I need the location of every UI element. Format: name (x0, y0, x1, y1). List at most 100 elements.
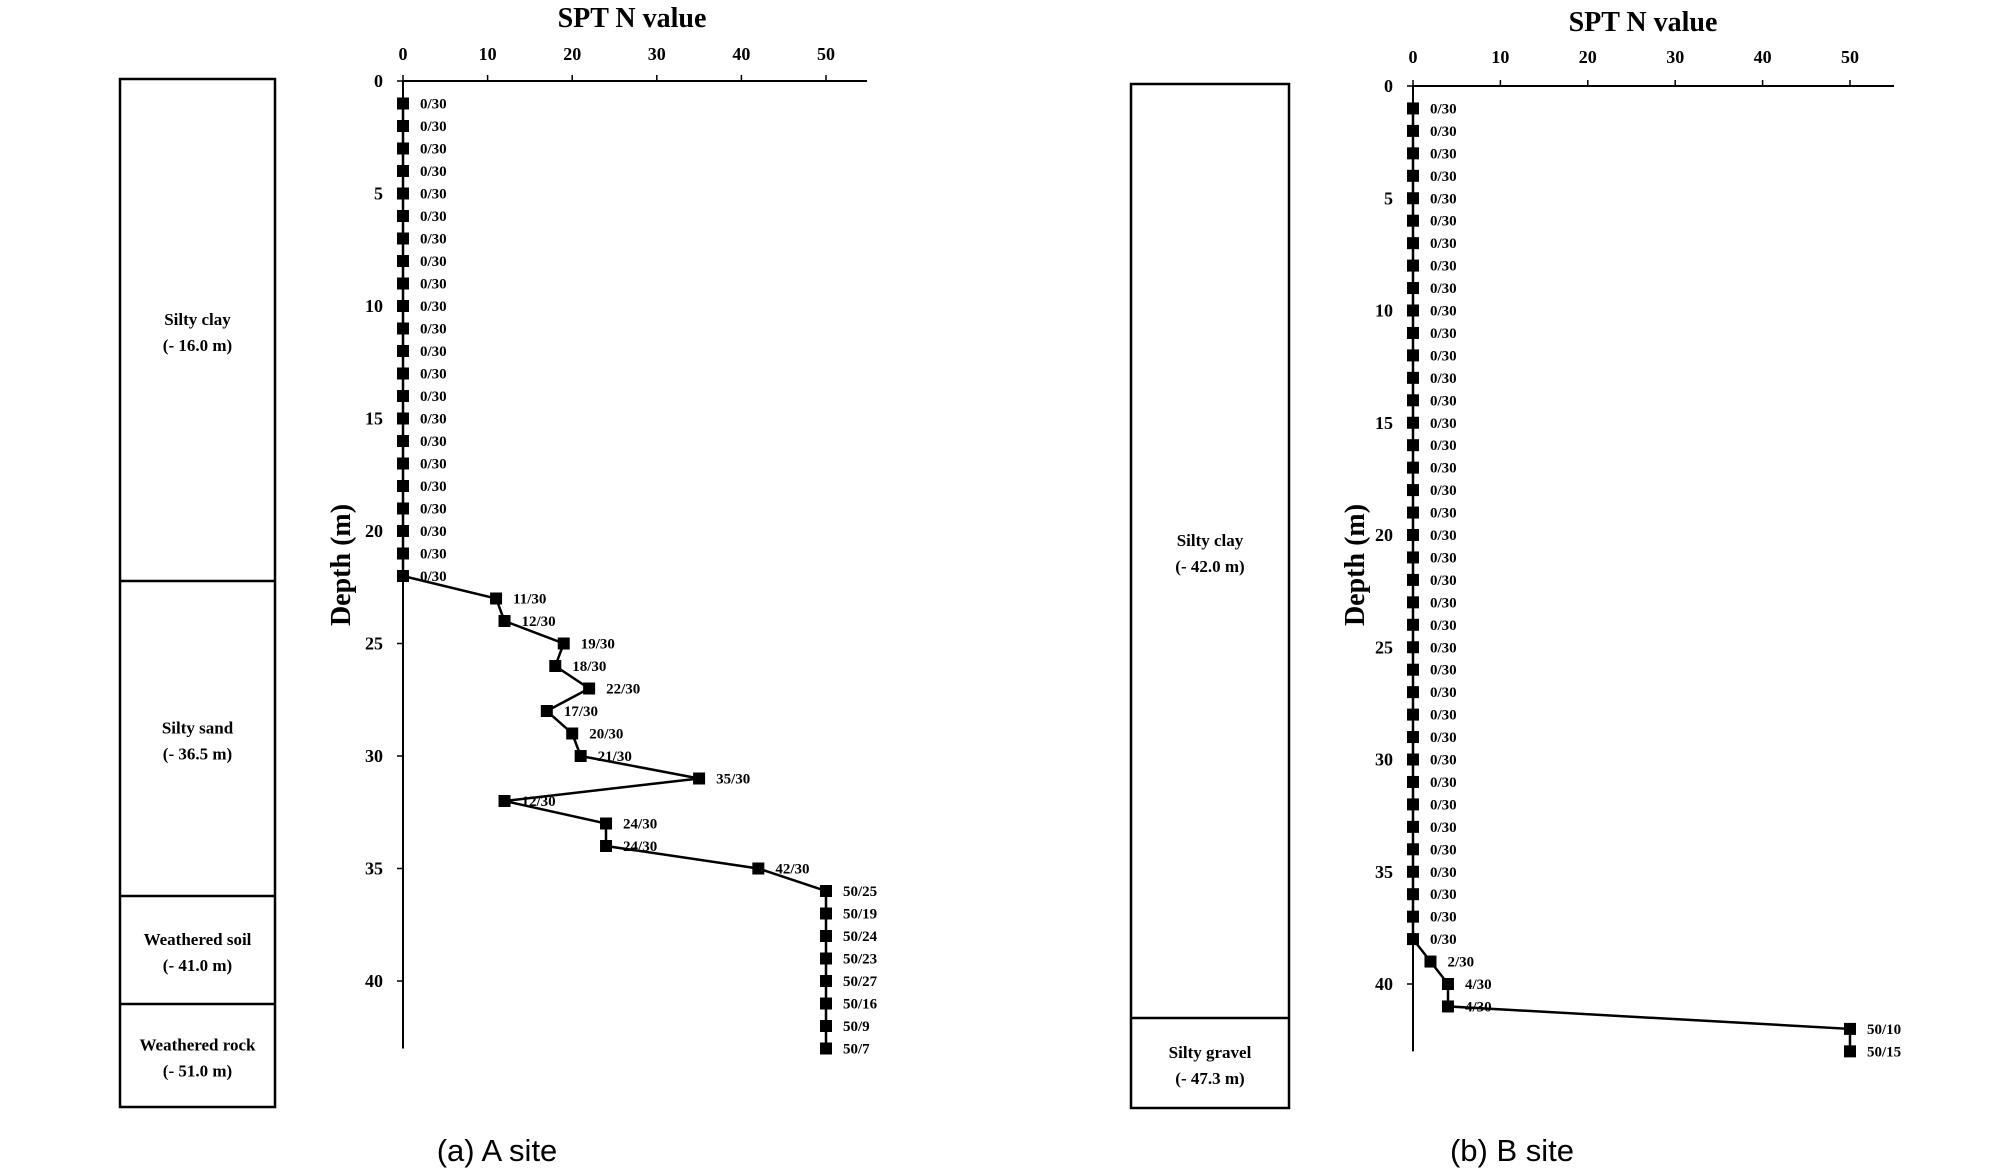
spt-data-label: 21/30 (598, 749, 632, 765)
spt-data-point (1407, 708, 1419, 721)
y-tick-label: 40 (1375, 974, 1393, 994)
y-tick-label: 30 (1375, 750, 1393, 770)
spt-data-label: 0/30 (1430, 191, 1457, 207)
spt-data-label: 0/30 (1430, 101, 1457, 117)
spt-data-label: 12/30 (522, 794, 556, 810)
soil-column (118, 77, 277, 1109)
panel-a-caption: (a) A site (437, 1133, 558, 1168)
spt-data-label: 0/30 (420, 232, 447, 248)
spt-data-point (540, 705, 553, 717)
spt-data-label: 0/30 (1430, 528, 1457, 544)
y-tick-label: 35 (365, 859, 383, 879)
spt-data-point (600, 817, 613, 830)
spt-data-point (1407, 394, 1419, 407)
y-tick-label: 0 (1384, 76, 1393, 96)
spt-data-label: 0/30 (1430, 910, 1457, 926)
spt-data-label: 0/30 (420, 119, 447, 135)
soil-layer-name: Silty clay (164, 310, 231, 329)
spt-data-point (1407, 888, 1419, 901)
y-tick-label: 30 (365, 746, 383, 766)
y-tick-label: 25 (1375, 637, 1393, 657)
spt-data-label: 50/9 (843, 1019, 870, 1035)
spt-data-label: 0/30 (1430, 483, 1457, 499)
spt-data-point (1407, 147, 1419, 160)
panel-b-title: SPT N value (1569, 7, 1718, 38)
spt-data-label: 0/30 (420, 277, 447, 293)
spt-data-label: 0/30 (1430, 820, 1457, 836)
spt-data-point (1407, 416, 1419, 429)
panel-a-y-axis-label: Depth (m) (326, 504, 357, 626)
panel-b-site: SPT N value Depth (m) (b) B site 0 10 20 30… (1129, 7, 1901, 1168)
spt-data-point (1407, 573, 1419, 586)
spt-data-point (1407, 551, 1419, 564)
spt-data-label: 0/30 (420, 479, 447, 495)
spt-data-point (1844, 1045, 1856, 1058)
spt-data-label: 0/30 (420, 457, 447, 473)
y-tick-label: 15 (1375, 413, 1393, 433)
spt-data-point (820, 907, 832, 920)
spt-data-label: 0/30 (420, 97, 447, 113)
spt-data-point (549, 660, 562, 672)
y-tick-label: 20 (1375, 525, 1393, 545)
spt-data-point (1407, 686, 1419, 699)
x-tick-label: 50 (817, 44, 835, 64)
spt-data-point (397, 300, 409, 312)
spt-data-label: 0/30 (420, 367, 447, 383)
spt-data-point (1407, 371, 1419, 384)
spt-data-point (397, 525, 409, 537)
panel-a-site: SPT N value Depth (m) (a) A site 0 10 20 30… (118, 3, 878, 1168)
spt-data-point (1441, 1000, 1454, 1013)
spt-data-point (397, 322, 409, 335)
spt-data-point (1407, 618, 1419, 631)
spt-data-point (820, 1020, 832, 1032)
spt-data-point (1407, 237, 1419, 250)
x-tick-label: 30 (1666, 47, 1684, 67)
spt-data-label: 0/30 (420, 142, 447, 158)
x-tick-label: 0 (399, 44, 408, 64)
spt-data-point (1407, 596, 1419, 609)
spt-data-label: 0/30 (420, 502, 447, 518)
soil-layer-depth: (- 41.0 m) (163, 956, 232, 975)
spt-data-point (397, 120, 409, 132)
spt-data-label: 0/30 (1430, 146, 1457, 162)
spt-data-point (1407, 461, 1419, 474)
spt-data-label: 0/30 (1430, 573, 1457, 589)
spt-data-label: 0/30 (1430, 753, 1457, 769)
spt-data-label: 0/30 (1430, 259, 1457, 275)
spt-data-label: 50/27 (843, 974, 878, 990)
spt-data-point (1407, 663, 1419, 676)
spt-data-label: 0/30 (1430, 348, 1457, 364)
y-tick-label: 25 (365, 634, 383, 654)
spt-data-point (397, 142, 409, 155)
spt-data-point (566, 727, 579, 740)
spt-data-point (1407, 843, 1419, 856)
spt-data-point (1407, 641, 1419, 654)
spt-data-label: 0/30 (420, 547, 447, 563)
spt-data-point (1407, 933, 1419, 946)
spt-data-label: 24/30 (623, 839, 657, 855)
spt-data-label: 0/30 (1430, 371, 1457, 387)
spt-data-point (498, 615, 511, 627)
spt-data-point (397, 277, 409, 290)
y-tick-label: 5 (1384, 188, 1393, 208)
spt-data-label: 0/30 (420, 322, 447, 338)
spt-data-label: 11/30 (513, 592, 546, 608)
y-tick-label: 0 (374, 71, 383, 91)
spt-data-point (820, 930, 832, 942)
x-tick-label: 40 (1754, 47, 1772, 67)
spt-data-label: 0/30 (1430, 618, 1457, 634)
spt-data-point (1407, 102, 1419, 115)
spt-data-label: 0/30 (420, 254, 447, 270)
panel-a-title: SPT N value (558, 3, 707, 34)
spt-data-label: 0/30 (1430, 640, 1457, 656)
spt-data-label: 19/30 (581, 637, 615, 653)
spt-data-point (1407, 529, 1419, 541)
spt-data-point (557, 637, 570, 650)
y-tick-label: 15 (365, 409, 383, 429)
spt-data-point (397, 480, 409, 492)
spt-data-label: 24/30 (623, 817, 657, 833)
x-tick-label: 30 (648, 44, 666, 64)
spt-data-point (1407, 169, 1419, 182)
spt-data-point (397, 345, 409, 357)
spt-data-point (820, 952, 832, 965)
